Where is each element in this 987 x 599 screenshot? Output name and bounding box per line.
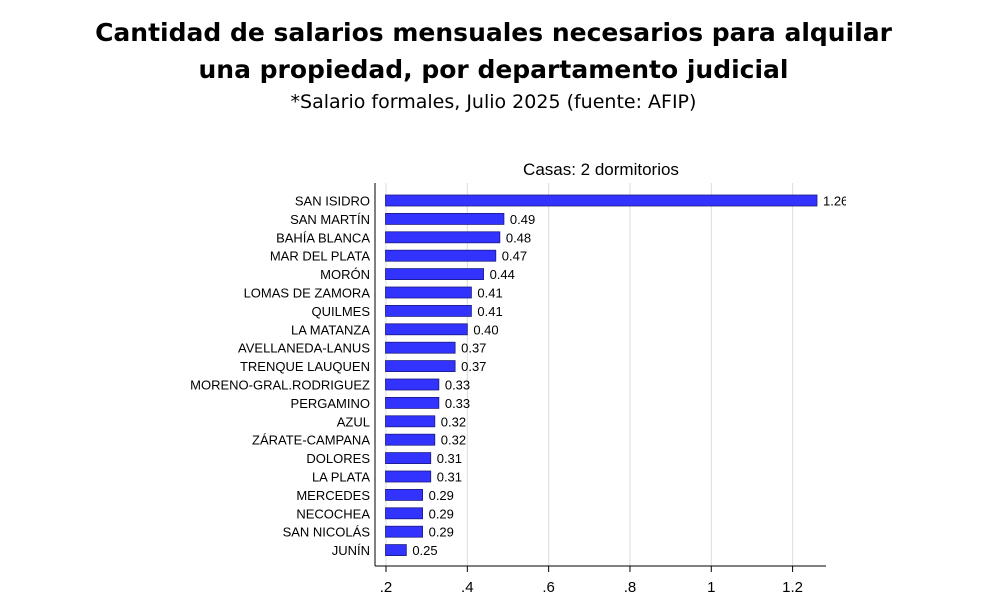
category-label-0: SAN ISIDRO xyxy=(295,194,370,209)
value-label-8: 0.37 xyxy=(461,341,486,356)
value-label-10: 0.33 xyxy=(445,378,470,393)
bar-2 xyxy=(385,231,501,244)
category-label-13: ZÁRATE-CAMPANA xyxy=(252,433,370,448)
value-label-4: 0.44 xyxy=(490,267,515,282)
value-label-2: 0.48 xyxy=(506,230,531,245)
bar-14 xyxy=(385,452,432,465)
value-label-17: 0.29 xyxy=(429,506,454,521)
value-label-6: 0.41 xyxy=(477,304,502,319)
bar-5 xyxy=(385,286,472,299)
x-tick-label-0: .2 xyxy=(380,579,393,596)
value-label-7: 0.40 xyxy=(473,322,498,337)
bar-15 xyxy=(385,470,432,483)
header: Cantidad de salarios mensuales necesario… xyxy=(0,14,987,115)
chart-title-line-2: una propiedad, por departamento judicial xyxy=(198,55,789,84)
category-label-1: SAN MARTÍN xyxy=(290,212,370,227)
category-label-9: TRENQUE LAUQUEN xyxy=(240,359,370,374)
category-label-10: MORENO-GRAL.RODRIGUEZ xyxy=(190,378,370,393)
bar-17 xyxy=(385,507,423,520)
x-tick-label-3: .8 xyxy=(624,579,637,596)
value-label-16: 0.29 xyxy=(429,488,454,503)
category-label-16: MERCEDES xyxy=(296,488,370,503)
bar-18 xyxy=(385,525,423,538)
category-label-5: LOMAS DE ZAMORA xyxy=(244,286,371,301)
x-tick-label-5: 1.2 xyxy=(782,579,803,596)
bar-19 xyxy=(385,544,407,556)
category-label-3: MAR DEL PLATA xyxy=(270,249,371,264)
x-tick-label-4: 1 xyxy=(707,579,715,596)
bar-11 xyxy=(385,396,440,409)
value-label-1: 0.49 xyxy=(510,212,535,227)
chart-subtitle: *Salario formales, Julio 2025 (fuente: A… xyxy=(290,91,697,113)
value-label-3: 0.47 xyxy=(502,249,527,264)
bar-13 xyxy=(385,433,436,446)
category-label-12: AZUL xyxy=(337,414,370,429)
category-label-8: AVELLANEDA-LANUS xyxy=(238,341,370,356)
value-label-5: 0.41 xyxy=(477,286,502,301)
bar-10 xyxy=(385,378,440,391)
category-label-19: JUNÍN xyxy=(332,543,370,558)
value-label-13: 0.32 xyxy=(441,433,466,448)
value-label-18: 0.29 xyxy=(429,525,454,540)
x-tick-label-1: .4 xyxy=(461,579,474,596)
category-label-11: PERGAMINO xyxy=(291,396,370,411)
bar-12 xyxy=(385,415,436,428)
category-label-14: DOLORES xyxy=(306,451,370,466)
bar-8 xyxy=(385,341,456,354)
category-label-7: LA MATANZA xyxy=(291,322,370,337)
bar-0 xyxy=(385,194,818,207)
bar-7 xyxy=(385,323,468,336)
bar-6 xyxy=(385,304,472,317)
value-label-0: 1.26 xyxy=(823,194,848,209)
bar-1 xyxy=(385,212,505,225)
value-label-19: 0.25 xyxy=(412,543,437,558)
bars-group: 1.26 0.49 0.48 0.47 0.44 0.41 0.41 0.40 0.37 0.37… xyxy=(385,194,848,558)
bar-16 xyxy=(385,488,423,501)
value-label-14: 0.31 xyxy=(437,451,462,466)
category-label-18: SAN NICOLÁS xyxy=(283,525,371,540)
panel-title: Casas: 2 dormitorios xyxy=(523,160,679,179)
value-label-11: 0.33 xyxy=(445,396,470,411)
value-label-12: 0.32 xyxy=(441,414,466,429)
category-label-15: LA PLATA xyxy=(312,470,370,485)
chart-title-line-1: Cantidad de salarios mensuales necesario… xyxy=(95,18,892,47)
value-label-9: 0.37 xyxy=(461,359,486,374)
category-label-2: BAHÍA BLANCA xyxy=(276,230,370,245)
category-label-4: MORÓN xyxy=(320,267,370,282)
x-tick-label-2: .6 xyxy=(542,579,555,596)
bar-3 xyxy=(385,249,497,262)
category-label-17: NECOCHEA xyxy=(296,506,370,521)
bar-4 xyxy=(385,268,484,281)
bar-9 xyxy=(385,360,456,373)
value-label-15: 0.31 xyxy=(437,470,462,485)
category-label-6: QUILMES xyxy=(311,304,370,319)
